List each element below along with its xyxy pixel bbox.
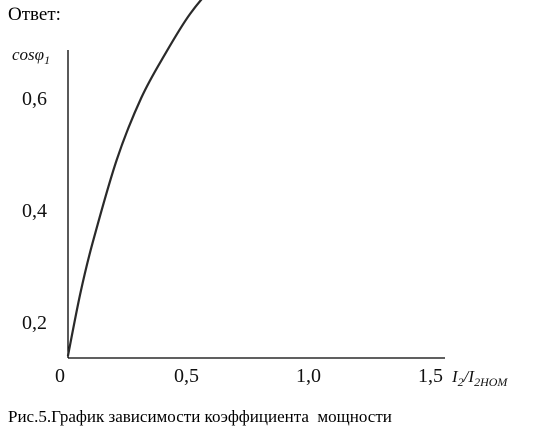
x-axis-label-sub1: 2 bbox=[458, 375, 464, 389]
figure-caption: Рис.5.График зависимости коэффициента мо… bbox=[8, 407, 392, 426]
y-tick-label: 0,2 bbox=[22, 312, 47, 334]
x-axis-label: I2/I2НОМ bbox=[451, 367, 508, 389]
x-axis-label-sub2: 2НОМ bbox=[474, 375, 508, 389]
power-factor-chart: cosφ1 I2/I2НОМ 0 0,20,40,60,81,0 0,51,01… bbox=[12, 0, 508, 389]
y-axis-label-base: cosφ bbox=[12, 45, 44, 64]
x-tick-label: 1,0 bbox=[296, 365, 321, 387]
origin-label: 0 bbox=[55, 365, 65, 387]
x-tick-label: 0,5 bbox=[174, 365, 199, 387]
y-axis-label: cosφ1 bbox=[12, 45, 50, 67]
axes bbox=[67, 50, 445, 359]
answer-label: Ответ: bbox=[8, 4, 61, 25]
y-tick-labels: 0,20,40,60,81,0 bbox=[22, 88, 47, 334]
y-tick-label: 0,6 bbox=[22, 88, 47, 110]
x-tick-label: 1,5 bbox=[418, 365, 443, 387]
y-axis-label-subscript: 1 bbox=[44, 53, 50, 67]
x-axis-label-slash: /I bbox=[463, 367, 476, 386]
y-tick-label: 0,4 bbox=[22, 200, 47, 222]
series-line-cos-phi bbox=[66, 0, 203, 357]
x-tick-labels: 0,5 1,0 1,5 bbox=[174, 365, 443, 387]
x-axis-label-part1: I bbox=[451, 367, 459, 386]
